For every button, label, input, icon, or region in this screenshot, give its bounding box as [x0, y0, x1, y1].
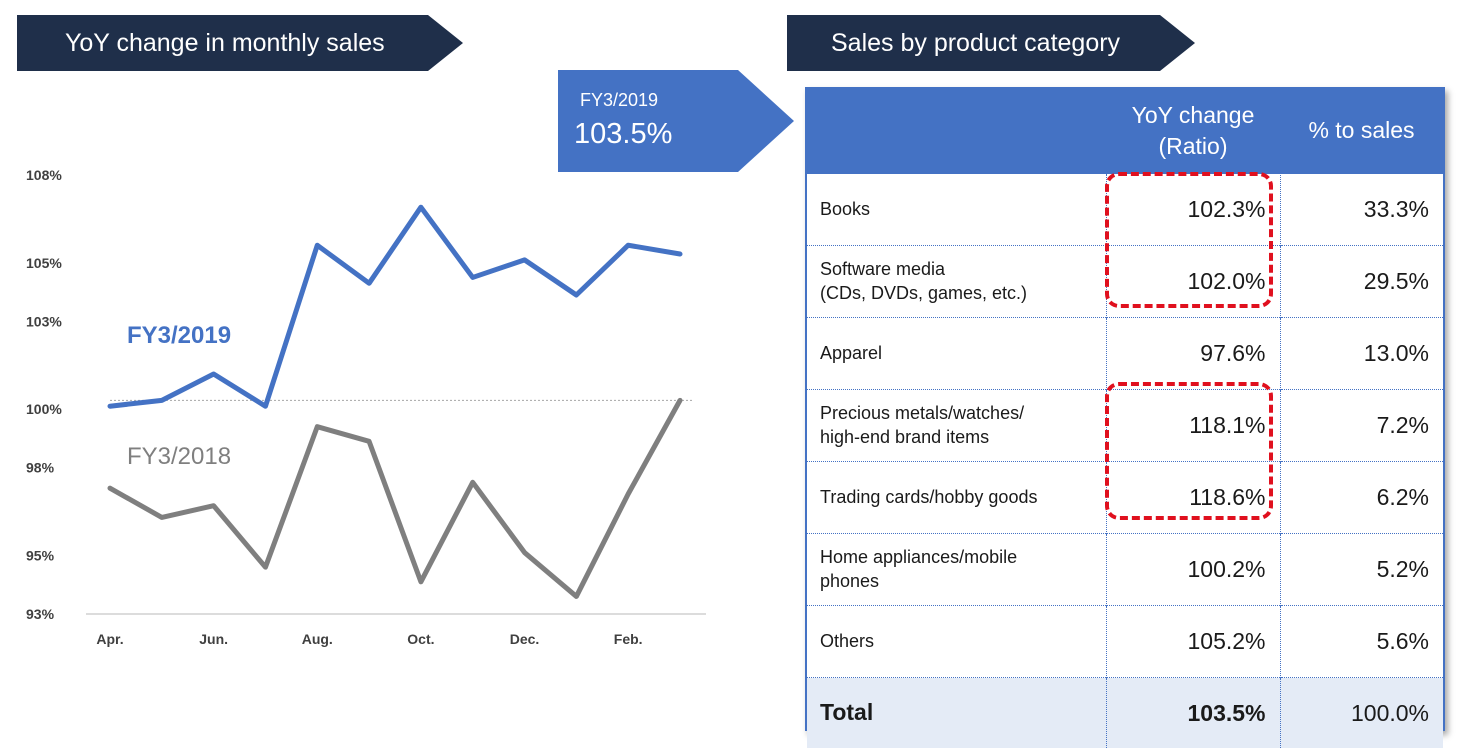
table-banner: Sales by product category [787, 15, 1195, 71]
chart-banner: YoY change in monthly sales [17, 15, 463, 71]
chart-banner-title: YoY change in monthly sales [65, 29, 385, 57]
y-tick-label: 93% [26, 606, 55, 622]
y-tick-label: 100% [26, 401, 62, 417]
series-line-fy3-2018 [110, 400, 680, 596]
category-cell: Others [807, 606, 1106, 678]
category-cell: Trading cards/hobby goods [807, 462, 1106, 534]
share-cell: 6.2% [1280, 462, 1443, 534]
share-cell: 100.0% [1280, 678, 1443, 748]
share-cell: 7.2% [1280, 390, 1443, 462]
category-cell: Books [807, 174, 1106, 246]
yoy-cell: 118.6% [1106, 462, 1280, 534]
yoy-cell: 102.3% [1106, 174, 1280, 246]
series-line-fy3-2019 [110, 207, 680, 406]
x-tick-label: Jun. [199, 631, 228, 647]
category-cell: Precious metals/watches/high-end brand i… [807, 390, 1106, 462]
header-yoy: YoY change(Ratio) [1106, 89, 1280, 174]
x-tick-label: Oct. [407, 631, 434, 647]
table-row: Precious metals/watches/high-end brand i… [807, 390, 1443, 462]
y-tick-label: 98% [26, 460, 55, 476]
header-category [807, 89, 1106, 174]
x-tick-label: Apr. [96, 631, 123, 647]
series-label: FY3/2018 [127, 443, 231, 470]
x-tick-label: Feb. [614, 631, 643, 647]
share-cell: 13.0% [1280, 318, 1443, 390]
yoy-cell: 118.1% [1106, 390, 1280, 462]
yoy-cell: 105.2% [1106, 606, 1280, 678]
table-row: Software media(CDs, DVDs, games, etc.)10… [807, 246, 1443, 318]
series-label: FY3/2019 [127, 322, 231, 349]
table-header-row: YoY change(Ratio) % to sales [807, 89, 1443, 174]
x-tick-label: Dec. [510, 631, 540, 647]
yoy-cell: 102.0% [1106, 246, 1280, 318]
fy2019-callout: FY3/2019 103.5% [558, 70, 794, 172]
x-axis: Apr. Jun. Aug. Oct. Dec. Feb. [86, 614, 706, 647]
callout-label: FY3/2019 [580, 90, 658, 111]
yoy-cell: 103.5% [1106, 678, 1280, 748]
category-cell: Software media(CDs, DVDs, games, etc.) [807, 246, 1106, 318]
table-banner-title: Sales by product category [831, 29, 1120, 57]
y-tick-label: 105% [26, 255, 62, 271]
yoy-cell: 100.2% [1106, 534, 1280, 606]
callout-value: 103.5% [574, 118, 672, 151]
share-cell: 33.3% [1280, 174, 1443, 246]
x-tick-label: Aug. [302, 631, 333, 647]
y-tick-label: 95% [26, 547, 55, 563]
share-cell: 5.6% [1280, 606, 1443, 678]
y-axis: 93% 95% 98% 100% 103% 105% 108% [26, 167, 62, 622]
y-tick-label: 103% [26, 313, 62, 329]
share-cell: 5.2% [1280, 534, 1443, 606]
share-cell: 29.5% [1280, 246, 1443, 318]
y-tick-label: 108% [26, 167, 62, 183]
category-cell: Apparel [807, 318, 1106, 390]
header-share: % to sales [1280, 89, 1443, 174]
yoy-cell: 97.6% [1106, 318, 1280, 390]
category-cell: Total [807, 678, 1106, 748]
series-layer: FY3/2019 FY3/2018 [110, 207, 694, 596]
